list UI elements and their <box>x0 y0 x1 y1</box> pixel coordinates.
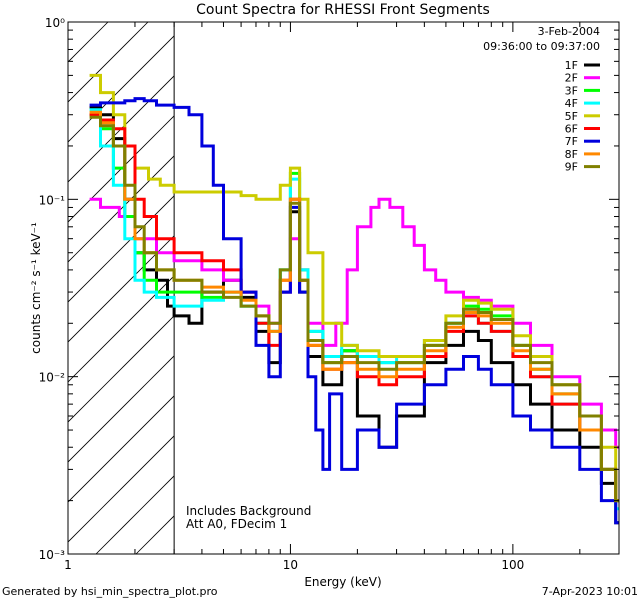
legend-label-5F: 5F <box>565 110 578 123</box>
series-line-7F <box>89 97 619 525</box>
legend-label-8F: 8F <box>565 148 578 161</box>
hatch-line <box>68 435 175 543</box>
legend-time-range: 09:36:00 to 09:37:00 <box>483 40 600 53</box>
hatch-line <box>68 235 175 343</box>
legend-label-2F: 2F <box>565 72 578 85</box>
series-lines <box>89 73 619 525</box>
annotation-attenuator: Att A0, FDecim 1 <box>186 517 287 531</box>
series-line-5F <box>89 73 619 503</box>
hatch-line <box>68 75 175 183</box>
x-tick-label: 10 <box>283 558 298 572</box>
plot-frame <box>67 21 620 555</box>
x-axis-label: Energy (keV) <box>304 575 381 589</box>
legend-date: 3-Feb-2004 <box>538 25 600 38</box>
y-tick-label: 10⁻³ <box>39 548 66 562</box>
legend-label-4F: 4F <box>565 97 578 110</box>
series-line-9F <box>89 115 619 503</box>
legend-label-9F: 9F <box>565 161 578 174</box>
legend-label-7F: 7F <box>565 135 578 148</box>
axis-ticks: 1 10 100 10⁰ 10⁻¹ 10⁻² 10⁻³ <box>39 16 620 572</box>
chart-title: Count Spectra for RHESSI Front Segments <box>196 2 490 18</box>
legend-label-1F: 1F <box>565 59 578 72</box>
y-axis-label: counts cm⁻² s⁻¹ keV⁻¹ <box>29 222 43 354</box>
annotation-background: Includes Background <box>186 504 311 518</box>
legend-label-3F: 3F <box>565 84 578 97</box>
x-tick-label: 1 <box>64 558 72 572</box>
hatch-line <box>68 195 175 303</box>
hatch-line <box>68 395 175 503</box>
x-tick-label: 100 <box>501 558 524 572</box>
y-tick-label: 10⁰ <box>45 16 65 30</box>
y-tick-label: 10⁻² <box>39 371 66 385</box>
y-tick-label: 10⁻¹ <box>39 193 66 207</box>
legend-label-6F: 6F <box>565 123 578 136</box>
footer-generated-by: Generated by hsi_min_spectra_plot.pro <box>2 585 218 598</box>
footer-timestamp: 7-Apr-2023 10:01 <box>542 585 638 598</box>
hatch-line <box>68 275 175 383</box>
